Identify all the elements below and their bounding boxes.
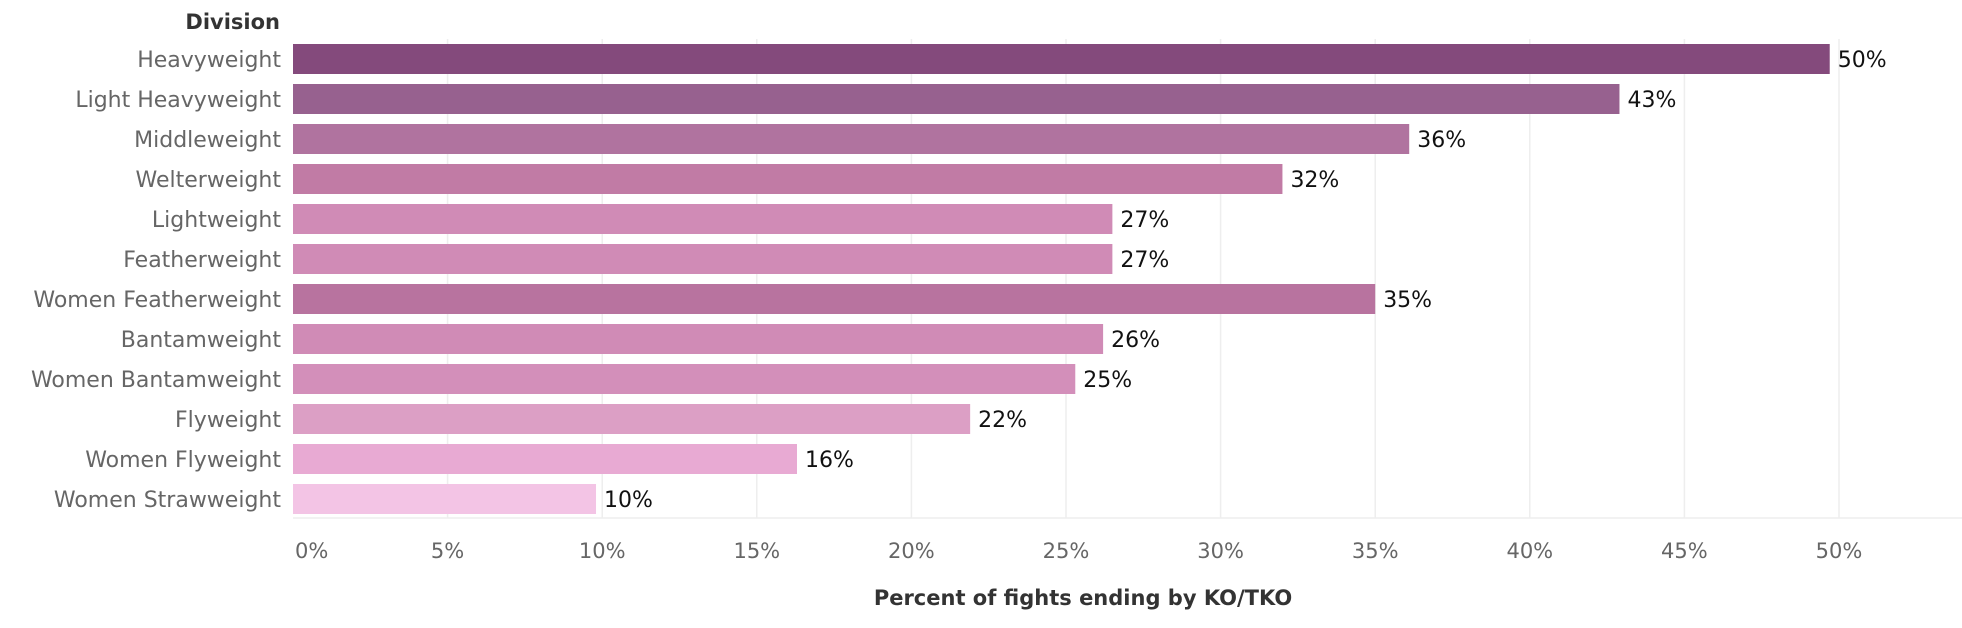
data-label: 43% [1627, 88, 1676, 113]
category-label: Women Featherweight [33, 288, 281, 313]
data-label: 16% [805, 448, 854, 473]
bar [293, 204, 1113, 234]
bar [293, 284, 1376, 314]
bar [293, 244, 1113, 274]
bar [293, 124, 1410, 154]
x-axis-ticks: 0% 5% 10% 15% 20% 25% 30% 35% 40% 45% 50% [295, 539, 1862, 563]
bar [293, 364, 1076, 394]
x-tick-label: 0% [295, 539, 328, 563]
category-label: Flyweight [175, 408, 281, 433]
bar [293, 484, 597, 514]
x-tick-label: 5% [431, 539, 464, 563]
x-tick-label: 40% [1506, 539, 1553, 563]
x-tick-label: 15% [733, 539, 780, 563]
bar [293, 444, 797, 474]
bars [293, 44, 1830, 514]
data-label: 22% [978, 408, 1027, 433]
x-tick-label: 25% [1043, 539, 1090, 563]
data-label: 32% [1290, 168, 1339, 193]
category-label: Women Flyweight [85, 448, 281, 473]
bar [293, 84, 1620, 114]
data-labels: 50% 43% 36% 32% 27% 27% 35% 26% 25% 22% 16% 10% [604, 48, 1887, 513]
data-label: 27% [1120, 208, 1169, 233]
x-tick-label: 45% [1661, 539, 1708, 563]
x-axis-title: Percent of fights ending by KO/TKO [874, 586, 1292, 610]
bar [293, 164, 1283, 194]
x-tick-label: 35% [1352, 539, 1399, 563]
data-label: 27% [1120, 248, 1169, 273]
data-label: 50% [1838, 48, 1887, 73]
data-label: 36% [1417, 128, 1466, 153]
data-label: 26% [1111, 328, 1160, 353]
category-label: Featherweight [123, 248, 281, 273]
category-label: Welterweight [136, 168, 282, 193]
data-label: 10% [604, 488, 653, 513]
x-tick-label: 10% [579, 539, 626, 563]
category-label: Middleweight [134, 128, 281, 153]
data-label: 25% [1083, 368, 1132, 393]
row-header: Division [185, 10, 280, 34]
category-label: Light Heavyweight [75, 88, 281, 113]
category-label: Bantamweight [121, 328, 282, 353]
bar [293, 324, 1104, 354]
x-tick-label: 50% [1816, 539, 1863, 563]
bar [293, 404, 971, 434]
category-label: Lightweight [152, 208, 281, 233]
category-labels: Heavyweight Light Heavyweight Middleweight… [31, 48, 281, 513]
data-label: 35% [1383, 288, 1432, 313]
x-tick-label: 30% [1197, 539, 1244, 563]
category-label: Women Strawweight [54, 488, 281, 513]
bar [293, 44, 1830, 74]
grid-lines [293, 39, 1962, 519]
category-label: Heavyweight [137, 48, 281, 73]
category-label: Women Bantamweight [31, 368, 281, 393]
x-tick-label: 20% [888, 539, 935, 563]
